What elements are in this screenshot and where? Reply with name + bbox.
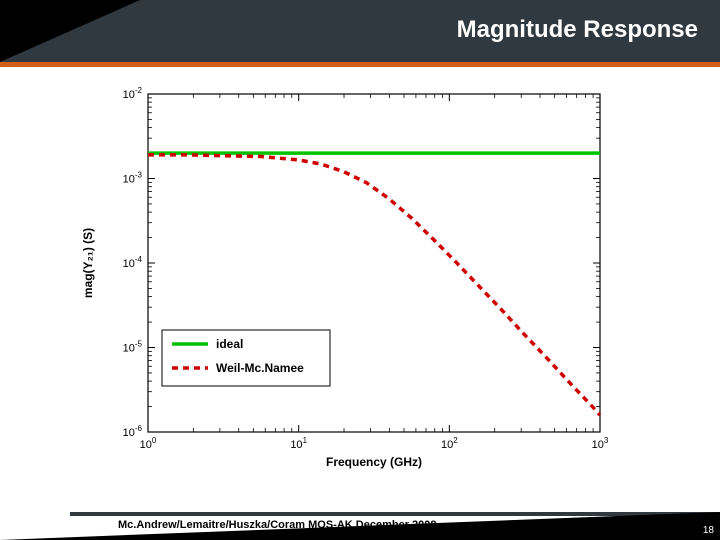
- y-tick-label: 10-2: [123, 86, 143, 101]
- page-number: 18: [703, 525, 714, 536]
- y-tick-label: 10-3: [123, 171, 143, 186]
- chart-svg: 100 101 102 103 10-6 10-5 10-4 10-3 10-2 Frequenc…: [70, 82, 630, 472]
- header-wedge: [0, 0, 140, 62]
- legend-box: [162, 330, 330, 386]
- y-tick-label: 10-5: [123, 340, 143, 355]
- legend-label: ideal: [216, 337, 243, 351]
- footer-text: Mc.Andrew/Lemaitre/Huszka/Coram MOS-AK D…: [118, 519, 437, 531]
- y-axis-label: mag(Y₂₁) (S): [81, 228, 95, 298]
- page-title: Magnitude Response: [457, 16, 698, 44]
- x-tick-label: 103: [592, 436, 609, 451]
- magnitude-response-chart: 100 101 102 103 10-6 10-5 10-4 10-3 10-2 Frequenc…: [70, 82, 630, 472]
- y-tick-label: 10-4: [123, 255, 143, 270]
- y-tick-label: 10-6: [123, 424, 143, 439]
- slide: Magnitude Response 10010110210310-610-51…: [0, 0, 720, 540]
- x-axis-label: Frequency (GHz): [326, 455, 422, 469]
- legend-label: Weil-Mc.Namee: [216, 361, 304, 375]
- accent-bar: [0, 62, 720, 67]
- x-tick-label: 102: [441, 436, 458, 451]
- x-tick-label: 100: [140, 436, 157, 451]
- x-tick-label: 101: [290, 436, 307, 451]
